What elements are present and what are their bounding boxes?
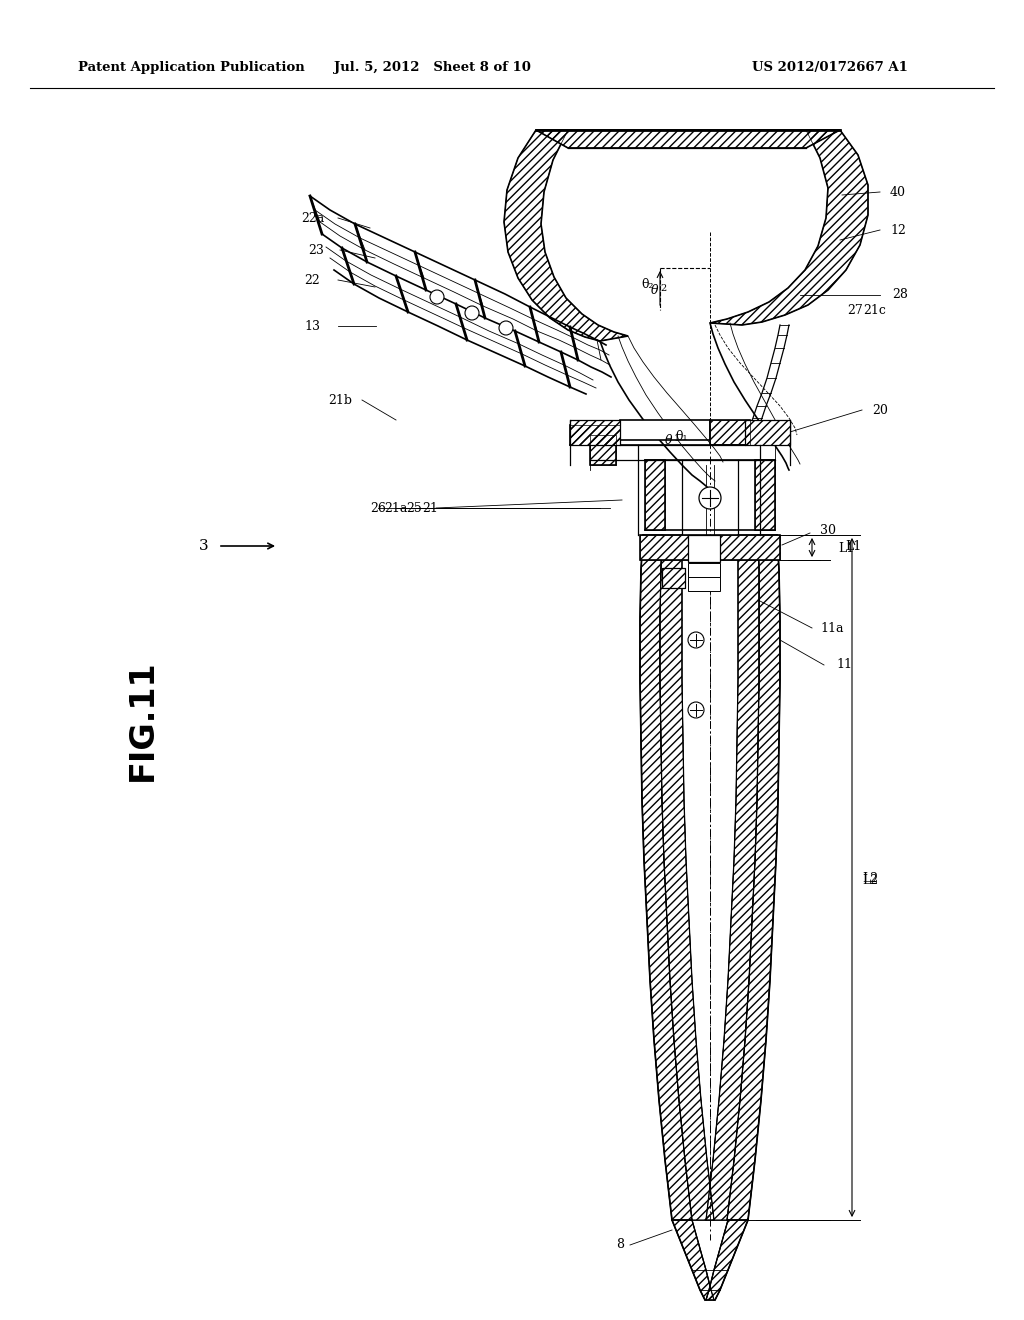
Polygon shape	[620, 420, 710, 440]
Polygon shape	[536, 129, 840, 148]
Text: 30: 30	[820, 524, 836, 536]
Circle shape	[499, 321, 513, 335]
Text: 22a: 22a	[301, 211, 325, 224]
Text: L1: L1	[845, 540, 861, 553]
Text: L2: L2	[862, 874, 879, 887]
Circle shape	[430, 290, 444, 304]
Text: 21: 21	[422, 502, 438, 515]
Text: 22: 22	[304, 273, 319, 286]
Text: 11a: 11a	[820, 622, 844, 635]
Polygon shape	[672, 1220, 714, 1300]
Text: 25: 25	[407, 502, 422, 515]
Text: 20: 20	[872, 404, 888, 417]
Circle shape	[465, 306, 479, 319]
Polygon shape	[645, 459, 665, 531]
Polygon shape	[706, 535, 759, 1220]
Circle shape	[688, 632, 705, 648]
Text: Jul. 5, 2012   Sheet 8 of 10: Jul. 5, 2012 Sheet 8 of 10	[334, 62, 530, 74]
Text: L2: L2	[862, 871, 879, 884]
Text: 40: 40	[890, 186, 906, 198]
Text: 23: 23	[308, 243, 324, 256]
Polygon shape	[727, 535, 780, 1220]
Polygon shape	[640, 535, 780, 560]
Text: θ: θ	[650, 284, 658, 297]
Text: 8: 8	[616, 1238, 624, 1251]
Text: Patent Application Publication: Patent Application Publication	[78, 62, 305, 74]
Text: θ₁: θ₁	[676, 430, 688, 444]
Bar	[688, 564, 720, 577]
Text: 26: 26	[370, 502, 386, 515]
Text: θ: θ	[665, 433, 672, 446]
Polygon shape	[590, 436, 616, 465]
Polygon shape	[570, 420, 620, 445]
Polygon shape	[710, 129, 868, 325]
Polygon shape	[660, 535, 714, 1220]
Text: 21b: 21b	[328, 393, 352, 407]
Polygon shape	[662, 568, 685, 587]
Text: 11: 11	[836, 659, 852, 672]
Polygon shape	[570, 425, 620, 445]
Text: 27: 27	[847, 304, 863, 317]
Text: θ₂: θ₂	[642, 279, 654, 292]
Polygon shape	[706, 1220, 748, 1300]
Text: 13: 13	[304, 319, 319, 333]
Text: 21c: 21c	[863, 304, 887, 317]
Text: 3: 3	[199, 539, 208, 553]
Text: L1: L1	[838, 541, 854, 554]
Text: 2: 2	[660, 284, 667, 293]
Text: US 2012/0172667 A1: US 2012/0172667 A1	[752, 62, 908, 74]
Bar	[688, 577, 720, 591]
Text: FIG.11: FIG.11	[126, 659, 159, 781]
Text: 12: 12	[890, 223, 906, 236]
Polygon shape	[504, 129, 628, 341]
Polygon shape	[688, 535, 720, 562]
Text: 21a: 21a	[384, 502, 408, 515]
Circle shape	[688, 702, 705, 718]
Text: 1: 1	[674, 434, 680, 444]
Polygon shape	[640, 535, 692, 1220]
Text: 28: 28	[892, 289, 908, 301]
Polygon shape	[745, 420, 790, 445]
Polygon shape	[710, 420, 750, 445]
Circle shape	[699, 487, 721, 510]
Polygon shape	[755, 459, 775, 531]
